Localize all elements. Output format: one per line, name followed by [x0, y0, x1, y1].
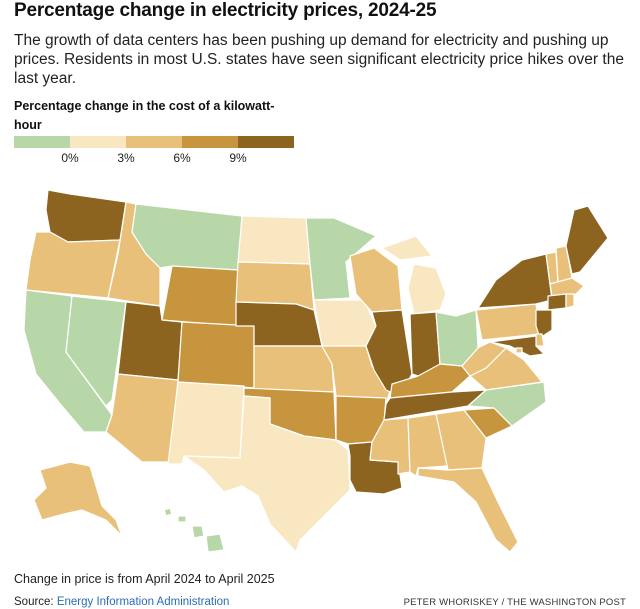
- state-alaska[interactable]: [33, 461, 123, 537]
- legend-title: Percentage change in the cost of a kilow…: [14, 99, 275, 132]
- state-maryland[interactable]: [489, 335, 545, 357]
- state-pennsylvania[interactable]: [475, 303, 541, 341]
- source-link[interactable]: Energy Information Administration: [56, 596, 230, 608]
- state-minnesota[interactable]: [305, 217, 377, 301]
- source-line: Source: Energy Information Administratio…: [14, 596, 229, 608]
- state-new-york[interactable]: [477, 253, 553, 309]
- state-new-mexico[interactable]: [167, 381, 245, 465]
- legend-color-scale: [14, 136, 294, 148]
- legend-swatch-1: [14, 136, 70, 148]
- state-michigan[interactable]: [381, 235, 447, 315]
- state-rhode-island[interactable]: [565, 293, 575, 309]
- footnote: Change in price is from April 2024 to Ap…: [14, 572, 275, 586]
- state-maine[interactable]: [565, 205, 609, 275]
- us-state-map: [23, 189, 609, 553]
- state-florida[interactable]: [417, 467, 519, 553]
- legend-swatch-3: [126, 136, 182, 148]
- legend-ticks: 0% 3% 6% 9%: [14, 151, 314, 167]
- state-kansas[interactable]: [253, 345, 335, 393]
- state-texas[interactable]: [183, 395, 351, 553]
- legend-tick: 9%: [229, 151, 247, 165]
- state-arizona[interactable]: [105, 373, 179, 463]
- legend-tick: 3%: [117, 151, 135, 165]
- chart-subtitle: The growth of data centers has been push…: [14, 32, 624, 87]
- state-nevada[interactable]: [65, 295, 127, 407]
- legend-swatch-2: [70, 136, 126, 148]
- legend-tick: 0%: [61, 151, 79, 165]
- state-new-jersey[interactable]: [535, 309, 553, 339]
- state-delaware[interactable]: [535, 333, 545, 347]
- source-label: Source:: [14, 596, 57, 608]
- legend-swatch-5: [238, 136, 294, 148]
- chart-title: Percentage change in electricity prices,…: [14, 0, 437, 21]
- credit-line: PETER WHORISKEY / THE WASHINGTON POST: [403, 597, 626, 608]
- state-west-virginia[interactable]: [461, 341, 507, 377]
- state-wyoming[interactable]: [161, 265, 239, 327]
- state-illinois[interactable]: [365, 309, 413, 397]
- state-connecticut[interactable]: [547, 293, 567, 311]
- legend-swatch-4: [182, 136, 238, 148]
- state-district-of-columbia[interactable]: [515, 347, 523, 354]
- state-washington[interactable]: [45, 189, 127, 243]
- legend-tick: 6%: [173, 151, 191, 165]
- state-hawaii[interactable]: [163, 507, 225, 553]
- state-oregon[interactable]: [25, 231, 121, 299]
- state-colorado[interactable]: [177, 321, 255, 389]
- state-georgia[interactable]: [435, 409, 487, 471]
- state-massachusetts[interactable]: [549, 277, 585, 297]
- state-north-dakota[interactable]: [237, 215, 311, 265]
